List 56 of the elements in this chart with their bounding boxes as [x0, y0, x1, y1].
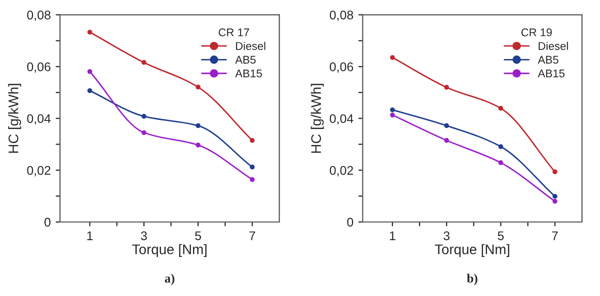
y-tick-label: 0,04	[330, 114, 354, 125]
legend-label: Diesel	[236, 42, 266, 50]
legend-label: AB15	[538, 70, 565, 78]
point	[498, 160, 504, 166]
text: a)	[164, 274, 174, 286]
x-tick-label: 5	[195, 231, 202, 240]
point	[142, 130, 146, 136]
point	[196, 123, 200, 128]
point	[444, 84, 450, 90]
y-tick-label: 0	[44, 218, 50, 227]
point	[87, 88, 92, 94]
point	[250, 164, 255, 170]
y-tick-label: 0	[347, 218, 354, 227]
legend-label: AB5	[538, 56, 558, 64]
y-tick-label: 0,08	[330, 10, 354, 21]
y-axis-title: HC [g/kWh]	[310, 84, 324, 153]
point	[250, 177, 255, 182]
legend-label: Diesel	[538, 42, 568, 50]
y-axis-title: HC [g/kWh]	[8, 84, 22, 153]
point	[142, 114, 146, 119]
x-axis-title: Torque [Nm]	[434, 244, 510, 258]
y-tick-label: 0,02	[330, 166, 354, 176]
x-axis-title: Torque [Nm]	[132, 244, 206, 258]
legend-label: AB15	[235, 70, 262, 78]
x-tick-label: 7	[249, 231, 256, 240]
y-tick-label: 0,06	[330, 62, 354, 73]
point	[498, 106, 504, 111]
point	[196, 84, 200, 90]
point	[444, 138, 450, 143]
y-tick-label: 0,04	[27, 114, 51, 125]
point	[552, 198, 558, 204]
point	[87, 69, 92, 74]
text: b)	[466, 274, 478, 286]
x-tick-label: 1	[390, 231, 396, 240]
legend-title: CR 19	[521, 28, 552, 36]
y-tick-label: 0,08	[27, 10, 50, 21]
point	[390, 107, 395, 112]
point	[87, 30, 92, 35]
x-tick-label: 3	[140, 231, 147, 240]
x-tick-label: 3	[444, 231, 450, 240]
x-tick-label: 7	[552, 231, 558, 240]
legend-label: AB5	[235, 56, 256, 64]
point	[444, 123, 450, 128]
point	[552, 169, 558, 174]
x-tick-label: 1	[87, 231, 93, 240]
y-tick-label: 0,06	[27, 62, 50, 73]
point	[390, 112, 395, 118]
point	[552, 194, 558, 199]
x-tick-label: 5	[498, 231, 504, 240]
y-tick-label: 0,02	[27, 166, 50, 176]
point	[250, 138, 255, 143]
point	[142, 60, 146, 65]
legend-title: CR 17	[218, 28, 250, 36]
point	[498, 144, 504, 150]
point	[390, 55, 395, 60]
point	[196, 142, 200, 148]
